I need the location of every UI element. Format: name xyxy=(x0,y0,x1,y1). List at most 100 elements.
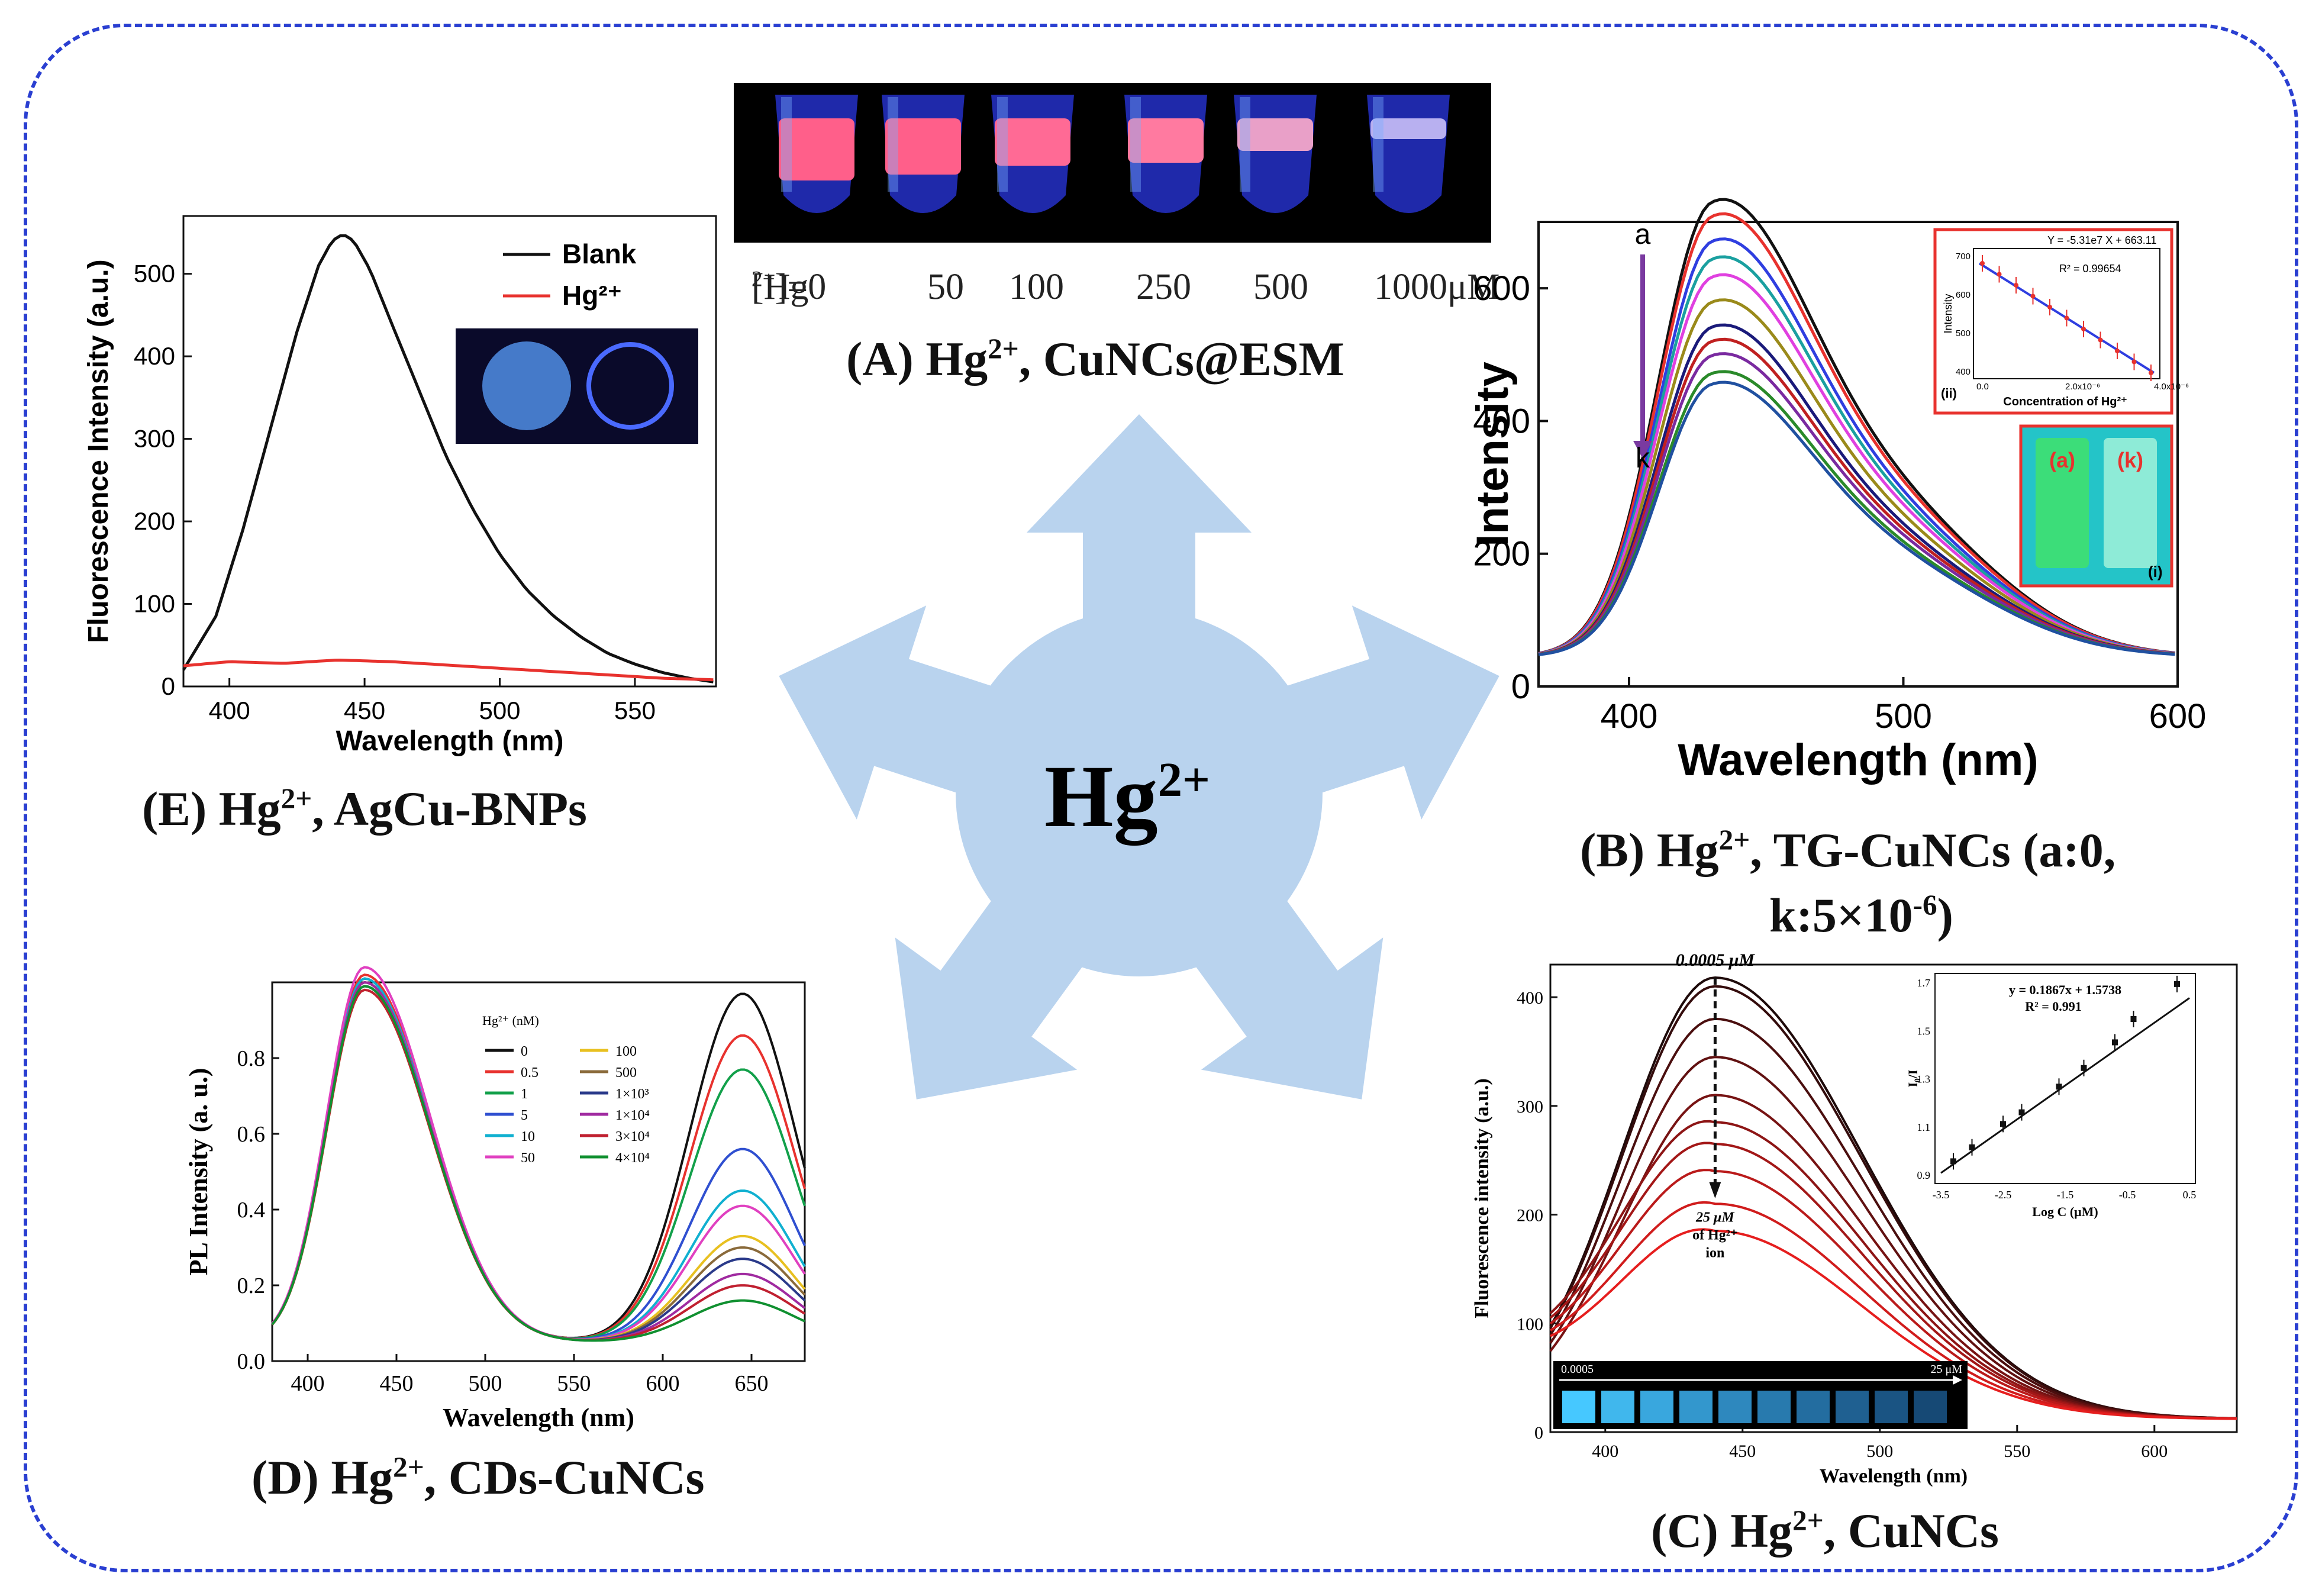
inset-ii-frame xyxy=(1933,228,2173,415)
series-line-4 xyxy=(1538,273,2175,656)
bottom-annotation-0: 25 μM xyxy=(1695,1210,1735,1226)
inset-ii-r2: R² = 0.99654 xyxy=(2059,263,2121,275)
x-tick-label-2: 500 xyxy=(1866,1442,1893,1461)
inset-ii-x-tick-label-0: 0.0 xyxy=(1976,382,1989,392)
inset-ii-y-tick-label-1: 600 xyxy=(1956,290,1971,300)
y-tick-label-1: 0.2 xyxy=(237,1273,266,1298)
inset-x-tick-label-2: -1.5 xyxy=(2057,1189,2074,1201)
series-line-9 xyxy=(1550,1228,2237,1420)
inset-ii-xlabel: Concentration of Hg²⁺ xyxy=(2003,395,2127,408)
vial-a-label: (a) xyxy=(2049,448,2075,472)
bottom-annotation-1: of Hg²⁺ xyxy=(1692,1228,1738,1243)
x-axis-label: Wavelength (nm) xyxy=(1820,1465,1968,1487)
dashed-frame xyxy=(24,24,2298,1572)
inset-ii-plot-frame xyxy=(1973,248,2160,379)
caption-d: (D) Hg2+, CDs-CuNCs xyxy=(251,1450,705,1504)
legend-label-1: Hg²⁺ xyxy=(562,280,622,311)
strip-right-label: 25 μM xyxy=(1930,1363,1962,1376)
y-tick-label-5: 500 xyxy=(134,260,175,288)
right-well xyxy=(586,342,674,430)
tube-concentration-labels: [Hg 2+]=0 50 100 250 500 1000μM xyxy=(734,266,1499,320)
vial-k-label: (k) xyxy=(2117,448,2143,472)
legend-label-4: 10 xyxy=(521,1129,535,1144)
series-line-0 xyxy=(182,234,714,683)
y-tick-label-2: 200 xyxy=(134,507,175,535)
plot-frame xyxy=(271,981,806,1362)
inset-x-tick-label-1: -2.5 xyxy=(1995,1189,2012,1201)
tube-glare-5 xyxy=(1373,97,1383,192)
series-line-5 xyxy=(1538,298,2175,656)
inset-ii-y-tick-label-0: 700 xyxy=(1956,252,1971,262)
vial-a xyxy=(2036,438,2089,568)
legend-label-5: 50 xyxy=(521,1150,535,1166)
conc-label-0: [Hg 2+]=0 xyxy=(752,267,827,307)
y-tick-label-3: 300 xyxy=(1517,1097,1543,1117)
series-line-10 xyxy=(271,988,806,1342)
x-tick-label-4: 600 xyxy=(646,1371,680,1396)
legend-label-0: Blank xyxy=(562,238,637,269)
vial-k xyxy=(2104,438,2157,568)
legend-label-8: 1×10³ xyxy=(615,1086,649,1102)
inset-ii-y-tick-label-2: 500 xyxy=(1956,328,1971,338)
y-tick-label-2: 200 xyxy=(1517,1206,1543,1226)
trend-arrow-bottom-label: k xyxy=(1636,443,1650,474)
legend-label-1: 0.5 xyxy=(521,1065,538,1081)
y-tick-label-0: 0.0 xyxy=(237,1349,266,1374)
inset-ii-equation: Y = -5.31e7 X + 663.11 xyxy=(2047,234,2156,246)
x-tick-label-1: 500 xyxy=(1875,697,1932,736)
x-tick-label-5: 650 xyxy=(735,1371,769,1396)
x-tick-label-3: 550 xyxy=(2004,1442,2030,1461)
inset-ii-ylabel: Intensity xyxy=(1942,294,1954,333)
strip-left-label: 0.0005 xyxy=(1561,1363,1594,1376)
x-tick-label-0: 400 xyxy=(209,697,250,724)
strip-cuvette-8 xyxy=(1875,1391,1908,1423)
legend-label-11: 4×10⁴ xyxy=(615,1150,650,1166)
x-tick-label-2: 600 xyxy=(2149,697,2207,736)
legend-label-2: 1 xyxy=(521,1086,528,1102)
y-tick-label-2: 400 xyxy=(1473,402,1530,440)
inset-y-tick-label-2: 1.3 xyxy=(1917,1073,1931,1085)
strip-cuvette-6 xyxy=(1797,1391,1830,1423)
inset-ii-y-tick-label-3: 400 xyxy=(1956,367,1971,377)
y-tick-label-3: 600 xyxy=(1473,269,1530,308)
series-line-10 xyxy=(1538,381,2175,656)
strip-arrow-head xyxy=(1953,1375,1962,1385)
x-tick-label-1: 450 xyxy=(344,697,385,724)
inset-i-tag: (i) xyxy=(2148,563,2163,581)
legend-label-10: 3×10⁴ xyxy=(615,1129,650,1144)
plot-frame xyxy=(1549,963,2238,1433)
x-tick-label-3: 550 xyxy=(557,1371,591,1396)
inset-ylabel: I₀/I xyxy=(1905,1070,1920,1088)
inset-fit-line xyxy=(1940,997,2190,1174)
inset-ii-x-tick-label-1: 2.0x10⁻⁶ xyxy=(2065,382,2100,392)
tube-fill-0 xyxy=(779,118,854,180)
legend-label-7: 500 xyxy=(615,1065,637,1081)
strip-cuvette-7 xyxy=(1836,1391,1869,1423)
x-tick-label-3: 550 xyxy=(614,697,656,724)
y-tick-label-0: 0 xyxy=(1511,668,1530,706)
trend-arrow-head xyxy=(1633,441,1652,459)
inset-xlabel: Log C (μM) xyxy=(2032,1204,2098,1219)
tube-glare-2 xyxy=(997,97,1008,192)
inset-plot-frame xyxy=(1934,973,2196,1184)
legend-label-3: 5 xyxy=(521,1108,528,1123)
center-circle xyxy=(956,610,1323,976)
series-line-1 xyxy=(183,658,714,682)
inset-r2: R² = 0.991 xyxy=(2025,999,2082,1014)
caption-b-line1: (B) Hg2+, TG-CuNCs (a:0, xyxy=(1580,823,2116,877)
tube-fill-1 xyxy=(885,118,961,175)
chart-b: 400 500 600 0 200 400 600 Wavelength (nm) Intens… xyxy=(1468,198,2207,785)
plot-frame xyxy=(182,215,717,688)
y-axis-label: Fluorescence intensity (a.u.) xyxy=(1471,1078,1493,1318)
inset-i-photo: (a) (k) (i) xyxy=(2019,424,2173,588)
series-line-1 xyxy=(271,973,806,1340)
conc-label-1: 50 xyxy=(927,267,964,307)
inset-ii: Y = -5.31e7 X + 663.11 R² = 0.99654 0.0 2.0… xyxy=(1933,228,2189,415)
x-tick-label-0: 400 xyxy=(291,1371,325,1396)
tube-fill-5 xyxy=(1370,118,1446,139)
tube-fill-4 xyxy=(1237,118,1313,151)
y-axis-label: Intensity xyxy=(1468,362,1518,547)
strip-cuvette-2 xyxy=(1640,1391,1673,1423)
inset-equation: y = 0.1867x + 1.5738 xyxy=(2009,982,2121,997)
caption-e: (E) Hg2+, AgCu-BNPs xyxy=(142,782,587,836)
